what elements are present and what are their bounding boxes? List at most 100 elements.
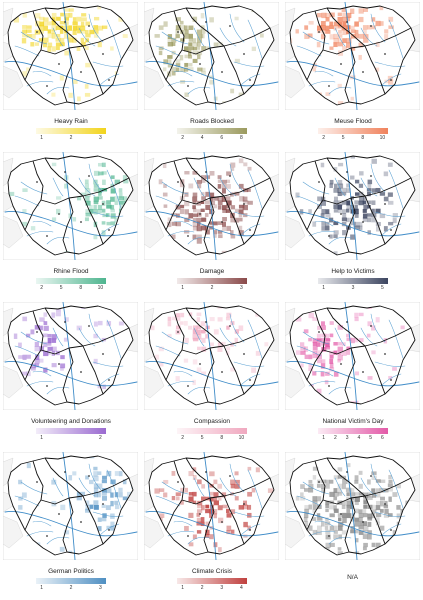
legend-tick-label: 3: [99, 585, 102, 591]
legend-tick-label: 3: [240, 285, 243, 291]
map-panel: N/A: [282, 450, 423, 600]
legend-ticks: 2 5 8 10: [177, 435, 247, 443]
region-map: [144, 452, 279, 560]
region-map: [285, 452, 420, 560]
region-map: [3, 452, 138, 560]
region-map: [3, 152, 138, 260]
legend-ticks: 1 2 3 4 5 6: [318, 435, 388, 443]
legend-tick-label: 5: [369, 435, 373, 441]
legend-tick-label: 4: [240, 585, 243, 591]
legend-tick-label: 2: [200, 585, 204, 591]
legend-tick-label: 2: [181, 135, 184, 141]
legend-tick-label: 3: [220, 585, 224, 591]
color-legend: Meuse Flood 2 5 8 10: [318, 118, 388, 148]
legend-title: Damage: [199, 268, 225, 275]
region-map: [285, 152, 420, 260]
legend-title: Roads Blocked: [190, 118, 234, 125]
color-legend: Rhine Flood 2 5 8 10: [36, 268, 106, 298]
legend-tick-label: 4: [200, 135, 204, 141]
legend-title: Rhine Flood: [53, 268, 89, 275]
region-map: [144, 2, 279, 110]
legend-gradient-bar: [36, 128, 106, 134]
map-panel: Roads Blocked 2 4 6 8: [141, 0, 282, 150]
legend-tick-label: 5: [200, 435, 204, 441]
legend-tick-label: 2: [40, 285, 43, 291]
color-legend: Help to Victims 1 3 5: [318, 268, 388, 298]
legend-gradient-bar: [36, 578, 106, 584]
legend-tick-label: 2: [181, 435, 184, 441]
region-map: [285, 302, 420, 410]
legend-tick-label: 10: [379, 135, 386, 141]
color-legend: Heavy Rain 1 2 3: [36, 118, 106, 148]
map-panel: Damage 1 2 3: [141, 150, 282, 300]
legend-ticks: 1 3 5: [318, 285, 388, 293]
map-panel: Compassion 2 5 8 10: [141, 300, 282, 450]
legend-ticks: 1 2 3: [36, 135, 106, 143]
legend-title: Volunteering and Donations: [31, 418, 111, 425]
legend-tick-label: 1: [40, 135, 43, 141]
legend-tick-label: 5: [341, 135, 345, 141]
region-map: [285, 2, 420, 110]
color-legend: Roads Blocked 2 4 6 8: [177, 118, 247, 148]
legend-ticks: 1 2 3 4: [177, 585, 247, 593]
legend-tick-label: 2: [333, 435, 337, 441]
legend-gradient-bar: [177, 278, 247, 284]
legend-tick-label: 3: [345, 435, 349, 441]
legend-tick-label: 8: [79, 285, 83, 291]
legend-tick-label: 6: [381, 435, 384, 441]
color-legend: Volunteering and Donations 1 2: [31, 418, 111, 448]
map-panel: Rhine Flood 2 5 8 10: [0, 150, 141, 300]
map-panel: Meuse Flood 2 5 8 10: [282, 0, 423, 150]
legend-ticks: 2 4 6 8: [177, 135, 247, 143]
legend-ticks: 1 2 3: [177, 285, 247, 293]
legend-tick-label: 6: [220, 135, 224, 141]
legend-tick-label: 8: [361, 135, 365, 141]
legend-tick-label: 3: [351, 285, 355, 291]
legend-title: Climate Crisis: [191, 568, 233, 575]
color-legend: Climate Crisis 1 2 3 4: [177, 568, 247, 598]
color-legend: German Politics 1 2 3: [36, 568, 106, 598]
legend-ticks: 1 2 3: [36, 585, 106, 593]
region-map: [3, 2, 138, 110]
legend-tick-label: 1: [322, 285, 325, 291]
legend-gradient-bar: [177, 428, 247, 434]
legend-title: German Politics: [48, 568, 94, 575]
legend-tick-label: 1: [40, 435, 43, 441]
legend-tick-label: 1: [322, 435, 325, 441]
legend-tick-label: 4: [357, 435, 361, 441]
legend-tick-label: 10: [97, 285, 104, 291]
legend-tick-label: 2: [210, 285, 214, 291]
legend-tick-label: 8: [220, 435, 224, 441]
legend-title: Help to Victims: [331, 268, 375, 275]
legend-gradient-bar: [36, 278, 106, 284]
legend-title: Heavy Rain: [54, 118, 88, 125]
legend-tick-label: 1: [40, 585, 43, 591]
color-legend: Damage 1 2 3: [177, 268, 247, 298]
map-panel: Heavy Rain 1 2 3: [0, 0, 141, 150]
legend-tick-label: 10: [238, 435, 245, 441]
region-map: [144, 152, 279, 260]
legend-tick-label: 1: [181, 585, 184, 591]
legend-gradient-bar: [318, 128, 388, 134]
legend-tick-label: 8: [240, 135, 243, 141]
legend-title: National Victim's Day: [322, 418, 384, 425]
legend-tick-label: 3: [99, 135, 102, 141]
legend-tick-label: 5: [381, 285, 384, 291]
map-panel: German Politics 1 2 3: [0, 450, 141, 600]
map-panel: Climate Crisis 1 2 3 4: [141, 450, 282, 600]
map-panel: National Victim's Day 1 2 3 4 5 6: [282, 300, 423, 450]
legend-tick-label: 5: [59, 285, 63, 291]
legend-tick-label: 2: [322, 135, 325, 141]
legend-ticks: 2 5 8 10: [36, 285, 106, 293]
legend-gradient-bar: [36, 428, 106, 434]
legend-tick-label: 2: [69, 585, 73, 591]
color-legend: National Victim's Day 1 2 3 4 5 6: [318, 418, 388, 448]
map-panel: Help to Victims 1 3 5: [282, 150, 423, 300]
legend-gradient-bar: [177, 578, 247, 584]
legend-gradient-bar: [177, 128, 247, 134]
region-map: [144, 302, 279, 410]
legend-tick-label: 2: [69, 135, 73, 141]
legend-ticks: 2 5 8 10: [318, 135, 388, 143]
